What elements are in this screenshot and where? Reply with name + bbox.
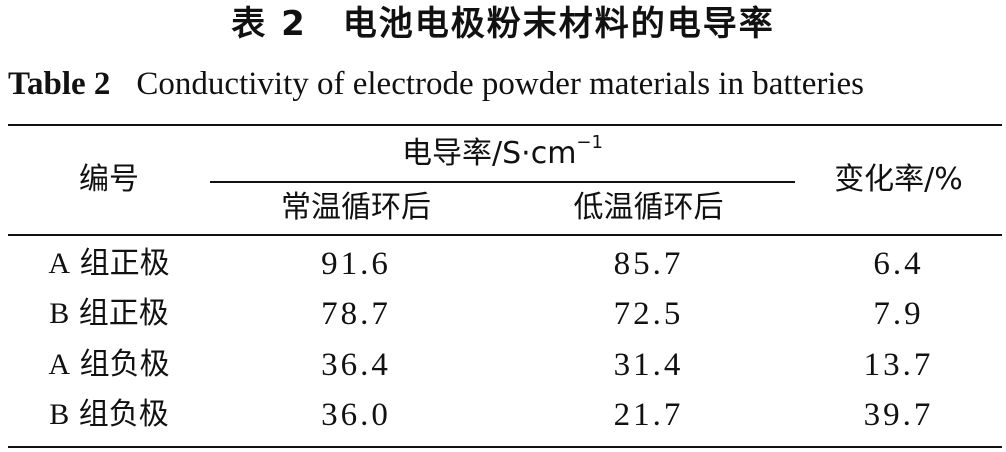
cell-normal: 78.7 (321, 296, 391, 332)
table-bottom-rule (8, 446, 1002, 448)
cell-normal: 36.4 (321, 347, 391, 383)
table-number: Table 2 (8, 66, 111, 102)
header-id: 编号 (79, 162, 139, 197)
cell-low: 21.7 (613, 397, 684, 433)
header-low-temp: 低温循环后 (573, 190, 724, 225)
header-group-rule (210, 181, 795, 183)
table-top-rule (8, 124, 1002, 126)
cell-change: 6.4 (873, 246, 924, 282)
table-caption: Conductivity of electrode powder materia… (136, 66, 865, 102)
table-title-chinese: 表 2 电池电极粉末材料的电导率 (231, 4, 775, 44)
header-conductivity: 电导率/S·cm−1 (210, 134, 795, 174)
header-conductivity-exponent: −1 (576, 132, 603, 153)
cell-low: 85.7 (613, 246, 684, 282)
header-change-rate: 变化率/% (834, 162, 963, 197)
cell-change: 13.7 (863, 347, 934, 383)
row-id: A 组正极 (48, 246, 170, 281)
cell-low: 72.5 (613, 296, 684, 332)
table-title-english: Table 2 Conductivity of electrode powder … (8, 62, 1000, 106)
header-normal-temp: 常温循环后 (281, 190, 431, 225)
cell-change: 39.7 (863, 397, 934, 433)
header-conductivity-label: 电导率/S·cm (402, 136, 577, 171)
cell-normal: 36.0 (321, 397, 391, 433)
row-id: A 组负极 (48, 347, 170, 382)
header-bottom-rule (8, 234, 1002, 236)
cell-change: 7.9 (873, 296, 924, 332)
row-id: B 组负极 (49, 397, 169, 432)
row-id: B 组正极 (49, 296, 169, 331)
cell-normal: 91.6 (321, 246, 391, 282)
cell-low: 31.4 (613, 347, 684, 383)
